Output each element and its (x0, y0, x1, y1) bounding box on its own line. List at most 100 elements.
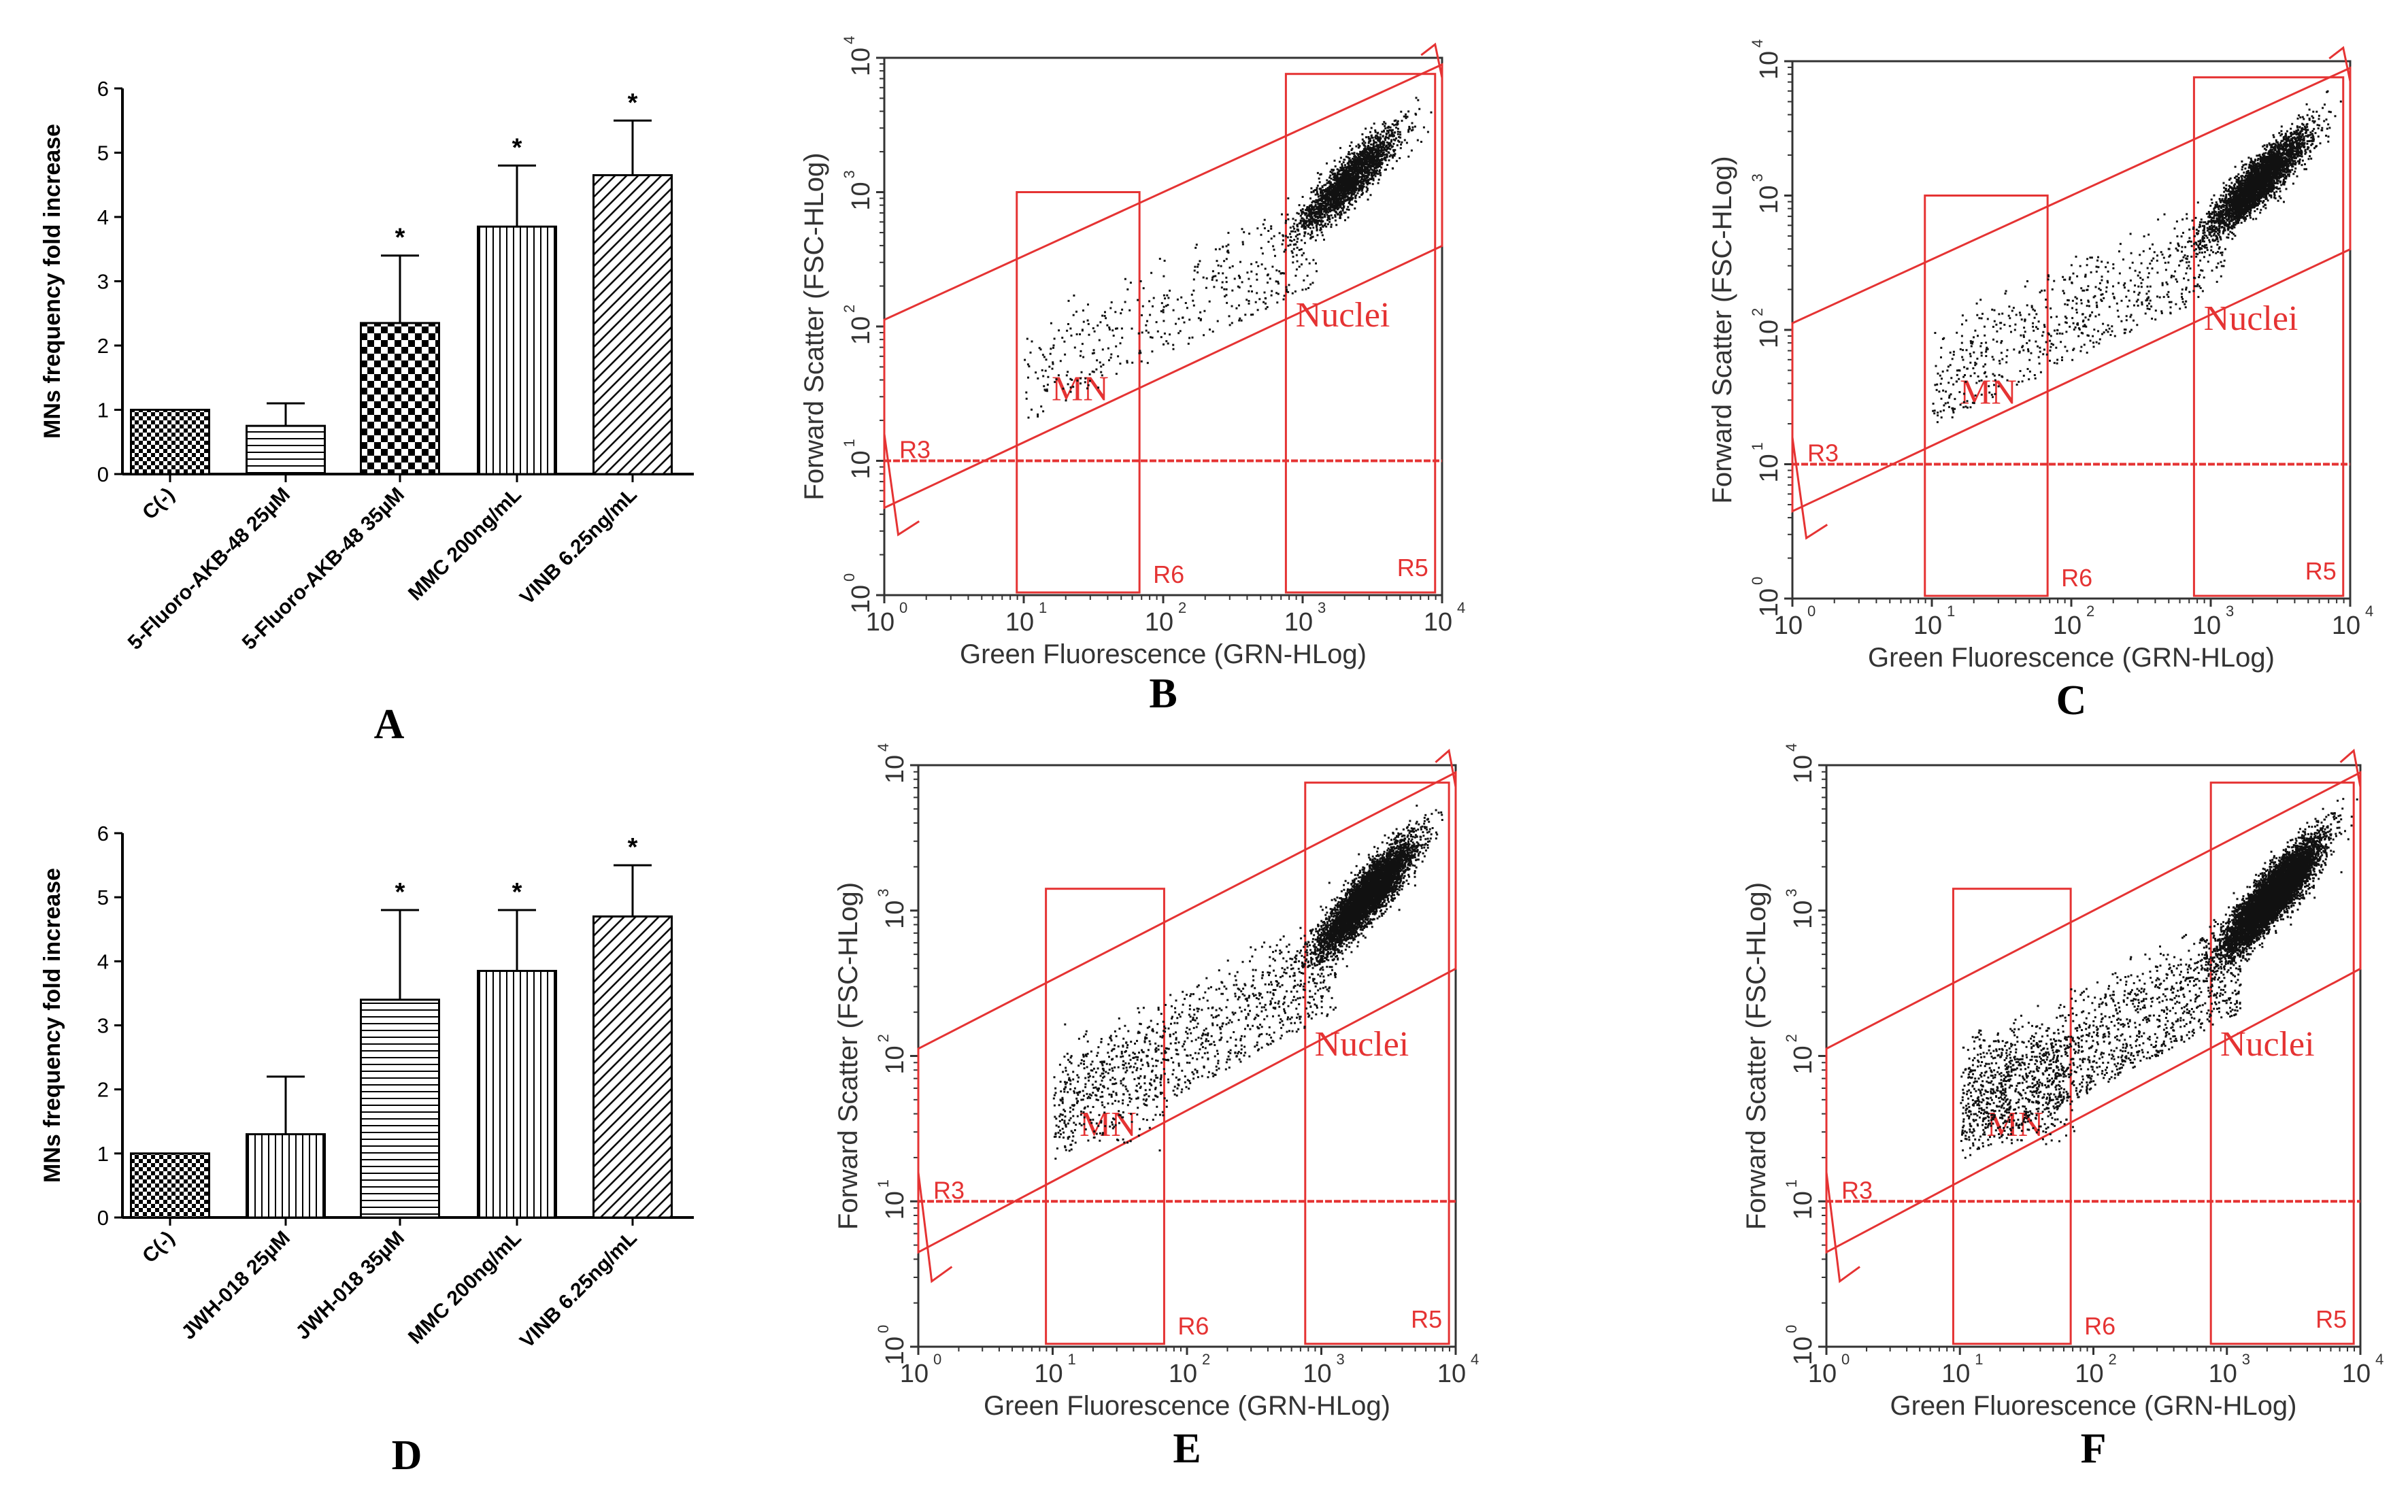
x-tick-base: 10 (2342, 1360, 2371, 1388)
r5-gate-label: R5 (2305, 557, 2337, 585)
bar-2 (360, 322, 440, 475)
nuclei-band-gate (917, 771, 1457, 1254)
y-tick-exponent: 1 (1783, 1179, 1800, 1188)
r6-gate (1952, 888, 2072, 1345)
event-dots (1024, 97, 1433, 419)
y-tick-label: 3 (97, 270, 109, 294)
band-right-hook (1420, 42, 1443, 78)
x-tick-exponent: 3 (2242, 1351, 2250, 1368)
x-tick-exponent: 1 (1947, 603, 1955, 620)
y-tick-base: 10 (1755, 588, 1784, 617)
panel-letter: E (1173, 1426, 1201, 1472)
x-tick-exponent: 4 (1471, 1351, 1479, 1368)
y-tick-base: 10 (1789, 901, 1818, 929)
y-tick-exponent: 3 (841, 170, 858, 178)
panel-letter: C (2056, 677, 2087, 724)
panel-letter: D (392, 1432, 422, 1479)
y-tick-base: 10 (1755, 454, 1784, 482)
event-dots (1052, 805, 1443, 1160)
category-label: MMC 200ng/mL (404, 484, 526, 605)
x-axis-label: Green Fluorescence (GRN-HLog) (1868, 643, 2275, 673)
y-tick-exponent: 2 (1783, 1034, 1800, 1042)
significance-star: * (512, 133, 522, 162)
y-tick-base: 10 (1755, 185, 1784, 214)
category-label: VINB 6.25ng/mL (516, 484, 641, 609)
y-tick-label: 0 (97, 463, 109, 486)
flow-panel-b: 10 0 10 0 10 1 10 1 10 2 10 2 10 3 10 3 10 4 10 4 Green Fluo… (799, 36, 1465, 717)
y-tick-base: 10 (881, 1337, 909, 1365)
y-tick-base: 10 (1755, 51, 1784, 80)
x-tick-base: 10 (1774, 611, 1803, 640)
r3-gate-label: R3 (899, 436, 931, 464)
y-tick-exponent: 0 (1783, 1325, 1800, 1333)
x-tick-base: 10 (2075, 1360, 2103, 1388)
y-tick-base: 10 (847, 48, 875, 76)
y-tick-exponent: 1 (841, 439, 858, 447)
x-tick-exponent: 0 (933, 1351, 941, 1368)
x-tick-exponent: 0 (899, 599, 907, 616)
x-tick-base: 10 (2053, 611, 2081, 640)
y-tick-exponent: 3 (1749, 173, 1766, 182)
panel-letter: A (374, 701, 405, 747)
significance-star: * (628, 833, 638, 862)
x-tick-base: 10 (2192, 611, 2221, 640)
r5-gate (2192, 76, 2345, 597)
x-tick-exponent: 0 (1807, 603, 1816, 620)
y-tick-base: 10 (1755, 320, 1784, 348)
significance-star: * (395, 878, 405, 907)
y-tick-exponent: 2 (875, 1034, 892, 1042)
y-tick-base: 10 (881, 755, 909, 784)
bar-3 (477, 969, 557, 1219)
x-tick-base: 10 (1303, 1360, 1331, 1388)
nuclei-region-label: Nuclei (2204, 299, 2298, 338)
category-label: JWH-018 25µM (178, 1227, 295, 1344)
y-tick-base: 10 (881, 1045, 909, 1074)
r6-gate-label: R6 (2084, 1312, 2116, 1340)
x-tick-base: 10 (1005, 608, 1034, 637)
x-tick-exponent: 2 (1178, 599, 1186, 616)
y-tick-label: 1 (97, 399, 109, 422)
x-tick-exponent: 2 (1202, 1351, 1210, 1368)
y-tick-label: 4 (97, 950, 109, 973)
y-tick-exponent: 4 (1783, 743, 1800, 752)
r6-gate (1016, 191, 1141, 594)
bar-4 (592, 915, 673, 1219)
r5-gate (1284, 73, 1437, 594)
mn-region-label: MN (1052, 370, 1109, 409)
x-tick-base: 10 (1169, 1360, 1197, 1388)
significance-star: * (395, 224, 405, 252)
y-tick-label: 1 (97, 1142, 109, 1166)
x-tick-base: 10 (900, 1360, 929, 1388)
band-left-hook (883, 433, 920, 537)
x-axis-label: Green Fluorescence (GRN-HLog) (1890, 1391, 2297, 1421)
y-tick-base: 10 (1789, 755, 1818, 784)
x-tick-exponent: 3 (1337, 1351, 1345, 1368)
mn-region-label: MN (1080, 1105, 1137, 1144)
x-tick-base: 10 (1808, 1360, 1837, 1388)
x-tick-exponent: 3 (1318, 599, 1326, 616)
x-tick-exponent: 2 (2086, 603, 2094, 620)
category-label: JWH-018 35µM (292, 1227, 409, 1344)
nuclei-region-label: Nuclei (1296, 296, 1390, 335)
y-tick-label: 6 (97, 822, 109, 845)
x-tick-base: 10 (2332, 611, 2360, 640)
r6-gate-label: R6 (2061, 564, 2092, 592)
y-tick-label: 4 (97, 205, 109, 229)
y-tick-label: 0 (97, 1206, 109, 1230)
r5-gate-label: R5 (1411, 1305, 1442, 1333)
y-axis-label: MNs frequency fold increase (39, 868, 65, 1183)
y-axis-label: Forward Scatter (FSC-HLog) (1741, 882, 1771, 1230)
y-tick-base: 10 (847, 450, 875, 479)
y-tick-label: 3 (97, 1014, 109, 1038)
significance-star: * (628, 88, 638, 117)
y-tick-exponent: 0 (841, 573, 858, 582)
y-tick-label: 6 (97, 77, 109, 101)
x-axis-label: Green Fluorescence (GRN-HLog) (960, 639, 1367, 669)
bar-1 (246, 424, 326, 475)
